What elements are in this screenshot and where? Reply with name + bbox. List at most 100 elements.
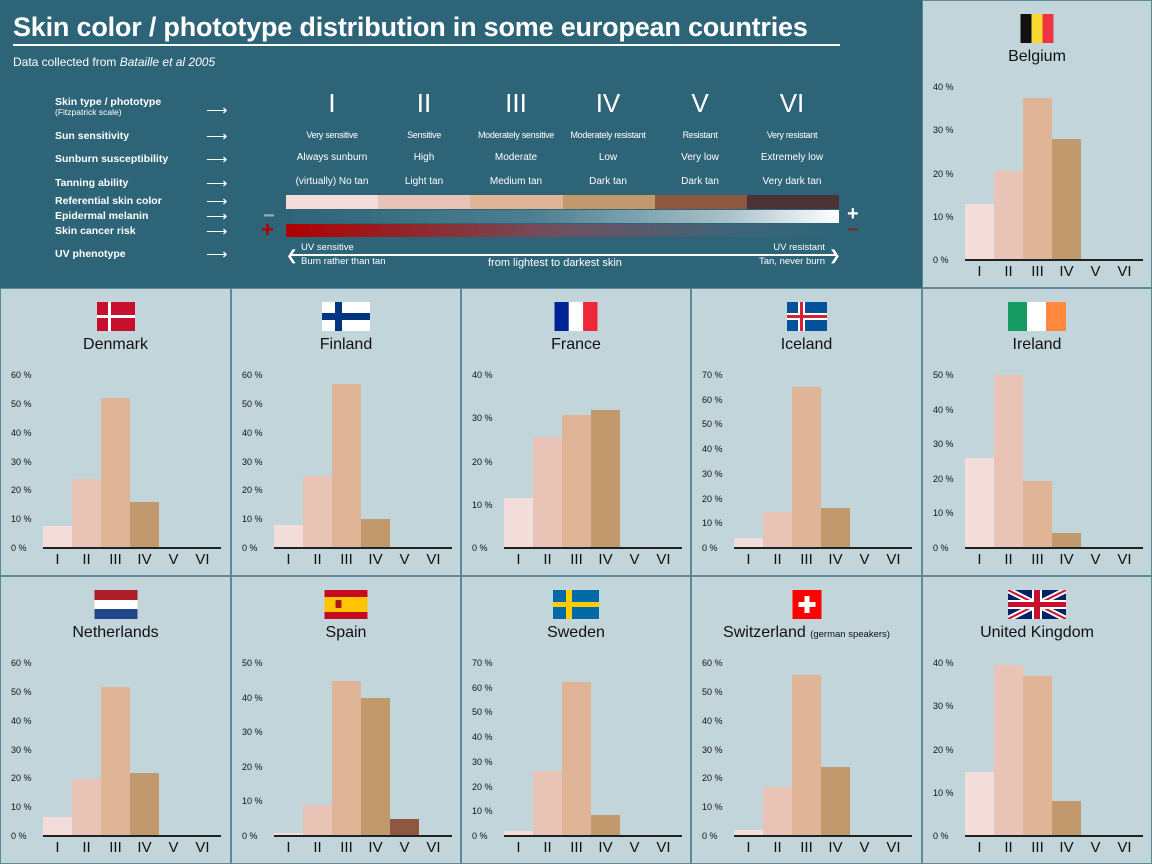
skin-swatch-III [470, 195, 563, 209]
melanin-gradient-bar [286, 210, 839, 223]
switzerland-flag-icon [792, 590, 821, 619]
y-tick-label: 50 % [242, 658, 263, 668]
y-tick-label: 30 % [702, 468, 723, 479]
x-tick-label: VI [195, 551, 210, 568]
y-tick-label: 20 % [242, 761, 263, 772]
x-tick-label: I [977, 551, 982, 568]
y-tick-label: 40 % [11, 715, 32, 726]
y-tick-label: 20 % [933, 473, 954, 484]
y-tick-label: 20 % [242, 485, 263, 496]
legend-header: Skin color / phototype distribution in s… [0, 0, 922, 288]
y-tick-label: 0 % [933, 543, 949, 553]
y-tick-label: 10 % [11, 802, 32, 813]
bar-phototype-I [965, 458, 994, 548]
x-tick-label: V [168, 839, 179, 856]
y-tick-label: 40 % [242, 692, 263, 703]
bar-phototype-IV [130, 773, 159, 836]
skin-swatch-I [286, 195, 379, 209]
y-tick-label: 0 % [933, 255, 949, 265]
x-axis [43, 835, 221, 837]
y-tick-label: 30 % [242, 727, 263, 738]
risk-minus-icon: − [847, 219, 859, 241]
row-label-sun-sensitivity: Sun sensitivity [55, 130, 130, 142]
x-axis [965, 547, 1143, 549]
sun-sensitivity-value: Resistant [682, 130, 718, 140]
x-tick-label: IV [598, 551, 613, 568]
y-tick-label: 60 % [702, 394, 723, 405]
bar-phototype-III [792, 674, 821, 836]
y-tick-label: 10 % [933, 787, 954, 798]
chart-subtitle: (german speakers) [810, 629, 890, 640]
bar-phototype-I [504, 830, 533, 836]
bar-phototype-IV [821, 767, 850, 836]
x-tick-label: I [516, 551, 521, 568]
arrow-right-icon: ⟶ [206, 151, 228, 168]
y-tick-label: 30 % [11, 456, 32, 467]
y-tick-label: 30 % [11, 744, 32, 755]
x-axis [504, 547, 682, 549]
x-tick-label: IV [1059, 839, 1074, 856]
lightest-to-darkest-label: from lightest to darkest skin [488, 257, 622, 269]
x-tick-label: III [800, 551, 813, 568]
y-tick-label: 20 % [933, 744, 954, 755]
bar-phototype-IV [361, 698, 390, 836]
y-tick-label: 30 % [242, 456, 263, 467]
x-tick-label: VI [1117, 551, 1132, 568]
chart-title: Spain [325, 624, 367, 641]
chart-title: United Kingdom [980, 624, 1094, 641]
united-kingdom-flag-icon [1008, 590, 1066, 619]
x-tick-label: VI [195, 839, 210, 856]
x-tick-label: V [859, 551, 870, 568]
y-tick-label: 60 % [472, 682, 493, 693]
x-tick-label: IV [137, 551, 152, 568]
sweden-flag-icon [553, 590, 599, 619]
iceland-flag-icon [786, 302, 827, 331]
chart-title: Belgium [1008, 48, 1066, 65]
bar-phototype-IV [1052, 532, 1081, 548]
bar-phototype-II [994, 375, 1023, 548]
x-tick-label: VI [886, 551, 901, 568]
x-tick-label: I [286, 551, 291, 568]
arrow-right-icon: ⟶ [206, 208, 228, 225]
x-tick-label: IV [368, 551, 383, 568]
bar-phototype-II [994, 665, 1023, 836]
arrow-left-icon: ❮ [286, 247, 298, 263]
cancer-risk-gradient-bar [286, 224, 839, 237]
x-tick-label: III [570, 551, 583, 568]
y-tick-label: 30 % [933, 125, 954, 136]
chart-title: Iceland [780, 336, 833, 353]
bar-phototype-V [390, 818, 419, 836]
x-axis [965, 835, 1143, 837]
x-tick-label: III [570, 839, 583, 856]
x-tick-label: I [977, 263, 982, 280]
x-tick-label: III [1031, 263, 1044, 280]
bar-phototype-IV [591, 815, 620, 836]
phototype-numeral: IV [595, 88, 621, 118]
uv-resistant-label: UV resistant [773, 242, 825, 253]
x-tick-label: V [629, 551, 640, 568]
x-axis [734, 547, 912, 549]
bar-phototype-III [332, 681, 361, 836]
arrow-right-icon: ❯ [829, 247, 841, 263]
bar-phototype-II [72, 478, 101, 548]
y-tick-label: 20 % [702, 493, 723, 504]
bar-phototype-I [43, 526, 72, 548]
y-tick-label: 0 % [702, 543, 718, 553]
phototype-numeral: I [328, 88, 336, 118]
bar-phototype-I [43, 816, 72, 836]
x-tick-label: I [516, 839, 521, 856]
y-tick-label: 40 % [11, 427, 32, 438]
chart-panel-sweden: Sweden 0 % 10 % 20 % 30 % 40 % 50 % 60 % 70 % I II… [461, 576, 691, 864]
chart-panel-ireland: Ireland 0 % 10 % 20 % 30 % 40 % 50 % I II III IV V V… [922, 288, 1152, 576]
bar-phototype-II [72, 779, 101, 836]
y-tick-label: 10 % [472, 499, 493, 510]
france-flag-icon [554, 302, 598, 331]
y-tick-label: 50 % [242, 398, 263, 409]
row-label-uv-phenotype: UV phenotype [55, 248, 126, 260]
risk-plus-icon: + [261, 217, 274, 242]
y-tick-label: 40 % [933, 82, 954, 92]
y-tick-label: 50 % [11, 398, 32, 409]
y-tick-label: 20 % [933, 168, 954, 179]
chart-title: Ireland [1012, 336, 1062, 353]
arrow-right-icon: ⟶ [206, 102, 228, 119]
